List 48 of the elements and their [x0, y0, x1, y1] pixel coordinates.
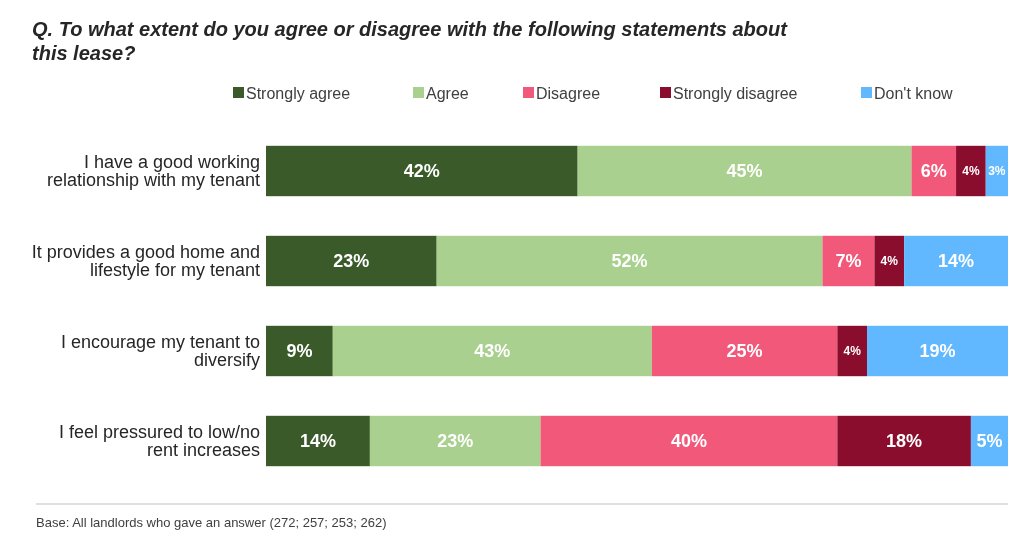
bar	[266, 415, 370, 467]
bar	[369, 415, 541, 467]
data-label: 3%	[988, 164, 1006, 179]
bar	[837, 325, 868, 377]
bar	[822, 235, 875, 287]
data-label: 9%	[286, 341, 313, 362]
data-label: 6%	[920, 161, 947, 182]
data-label: 4%	[880, 254, 899, 269]
data-label: 7%	[835, 251, 862, 272]
data-label: 18%	[886, 431, 923, 452]
legend-label: Strongly agree	[246, 84, 351, 102]
bar	[904, 235, 1008, 287]
data-label: 40%	[670, 431, 707, 452]
data-label: 14%	[299, 431, 336, 452]
bar	[577, 145, 912, 197]
data-label: 43%	[474, 341, 511, 362]
bar	[540, 415, 838, 467]
text: Base: All landlords who gave an answer (272; 257; 253; 262)	[36, 515, 387, 530]
legend-label: Don't know	[874, 84, 954, 102]
bar	[266, 145, 578, 197]
data-label: 19%	[919, 341, 956, 362]
y-tick-label: It provides a good home and lifestyle for my tenant	[31, 242, 260, 281]
data-label: 52%	[611, 251, 648, 272]
data-label: 23%	[437, 431, 474, 452]
bar	[837, 415, 971, 467]
y-tick-label: I feel pressured to low/no rent increases	[58, 422, 260, 461]
bar	[867, 325, 1008, 377]
data-label: 4%	[843, 344, 862, 359]
bar	[266, 235, 437, 287]
legend-label: Disagree	[536, 84, 601, 102]
legend-label: Agree	[426, 84, 469, 102]
legend-label: Strongly disagree	[673, 84, 798, 102]
y-tick-label: I encourage my tenant to diversify	[60, 332, 260, 371]
chart-title: Q. To what extent do you agree or disagree with the following statements about this lease?	[32, 18, 789, 64]
data-label: 5%	[976, 431, 1003, 452]
bar	[332, 325, 652, 377]
data-label: 23%	[333, 251, 370, 272]
bar	[651, 325, 838, 377]
data-label: 14%	[938, 251, 975, 272]
data-label: 45%	[726, 161, 763, 182]
bar	[266, 325, 333, 377]
bar	[874, 235, 905, 287]
data-label: 42%	[403, 161, 440, 182]
bar	[956, 145, 986, 197]
data-label: 4%	[962, 164, 980, 179]
bar	[436, 235, 823, 287]
y-tick-label: I have a good working relationship with my tenant	[46, 152, 260, 191]
data-label: 25%	[726, 341, 763, 362]
